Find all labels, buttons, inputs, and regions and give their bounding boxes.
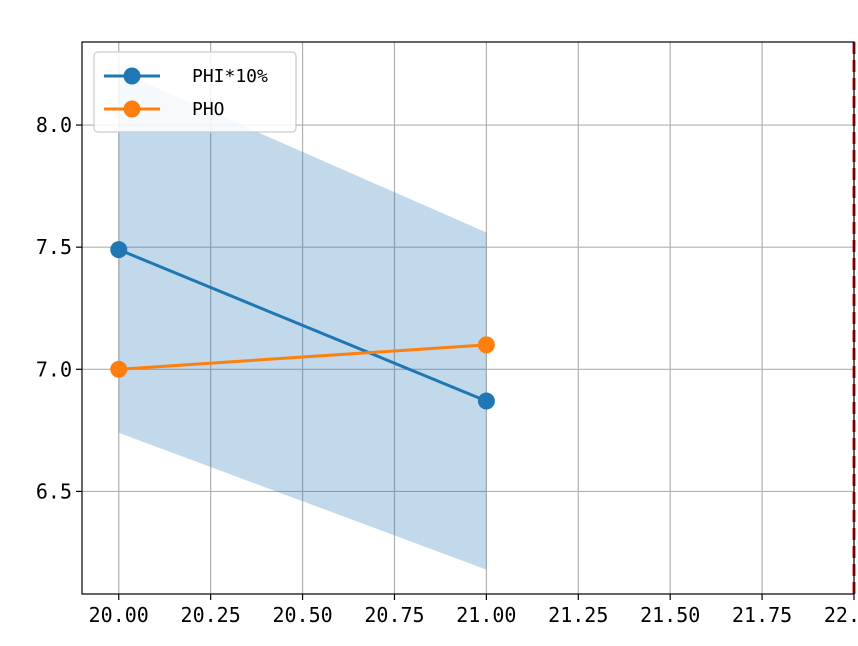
- data-point: [477, 392, 495, 410]
- legend-box: [93, 51, 297, 133]
- x-tick-label: 21.50: [640, 603, 700, 627]
- legend-marker: [123, 100, 141, 118]
- data-point: [110, 360, 128, 378]
- x-tick-label: 22.00: [824, 603, 858, 627]
- x-tick-label: 20.25: [181, 603, 241, 627]
- data-point: [477, 336, 495, 354]
- y-axis-ticks: 6.5 7.0 7.5 8.0: [36, 113, 82, 503]
- y-tick-label: 6.5: [36, 479, 72, 503]
- x-tick-label: 21.25: [548, 603, 608, 627]
- plot-frame: [81, 41, 855, 595]
- y-tick-label: 7.0: [36, 357, 72, 381]
- y-tick-label: 8.0: [36, 113, 72, 137]
- legend-marker: [123, 67, 141, 85]
- y-tick-label: 7.5: [36, 235, 72, 259]
- x-tick-label: 21.00: [456, 603, 516, 627]
- x-axis-ticks: 20.00 20.25 20.50 20.75 21.00 21.25 21.50 21.75…: [89, 594, 858, 627]
- legend-label: PHI*10%: [192, 66, 268, 87]
- x-tick-label: 20.75: [364, 603, 424, 627]
- series-line: [118, 343, 487, 371]
- legend: PHI*10% PHO: [93, 51, 297, 133]
- confidence-band: [118, 71, 487, 570]
- data-points: [110, 241, 495, 410]
- series-line: [118, 248, 487, 403]
- x-tick-label: 20.50: [272, 603, 332, 627]
- legend-label: PHO: [192, 99, 225, 120]
- data-point: [110, 241, 128, 259]
- x-tick-label: 20.00: [89, 603, 149, 627]
- series-lines: [118, 248, 487, 403]
- confidence-bands: [118, 71, 487, 570]
- x-tick-label: 21.75: [732, 603, 792, 627]
